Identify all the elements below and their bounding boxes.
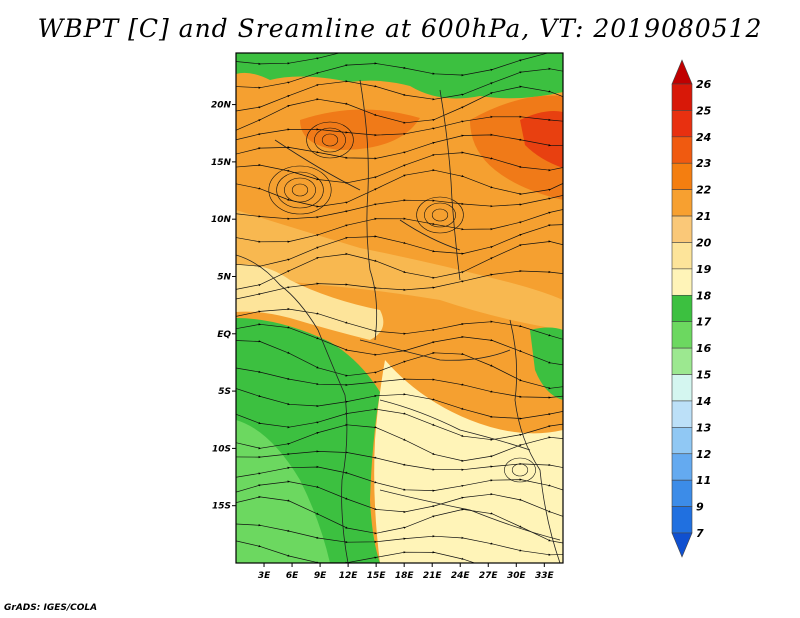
colorbar-label: 18 — [696, 289, 712, 302]
colorbar-label: 16 — [696, 342, 712, 355]
lon-tick-label: 12E — [339, 571, 359, 581]
colorbar-label: 26 — [696, 78, 712, 91]
colorbar-swatch — [671, 189, 693, 217]
lat-tick-label: 10N — [211, 215, 232, 225]
colorbar-label: 19 — [696, 263, 712, 276]
colorbar-swatch — [671, 453, 693, 481]
lat-tick-label: 15N — [211, 158, 232, 168]
colorbar-bottom-arrow — [671, 532, 693, 558]
colorbar-swatch — [671, 162, 693, 190]
colorbar-swatch — [671, 294, 693, 323]
colorbar-swatch — [671, 374, 693, 402]
colorbar-label: 22 — [696, 184, 712, 197]
streamline-vortex — [416, 196, 464, 234]
lat-tick-label: EQ — [217, 330, 231, 340]
streamline — [236, 423, 563, 462]
colorbar-swatch — [671, 321, 693, 349]
lon-tick-label: 24E — [451, 571, 471, 581]
streamline-vortex — [306, 121, 354, 159]
lon-tick-label: 3E — [258, 571, 271, 581]
map-axes: 20N 15N 10N 5N EQ 5S 10S 15S 3E 6E 9E 12E 15E 18E 21E 2… — [211, 101, 555, 581]
colorbar-label: 14 — [696, 395, 711, 408]
lon-tick-label: 9E — [314, 571, 327, 581]
lat-tick-label: 15S — [212, 502, 231, 512]
streamline-vortex — [268, 165, 332, 215]
colorbar-label: 7 — [696, 527, 704, 540]
streamline — [236, 269, 563, 300]
colorbar-label: 21 — [696, 210, 711, 223]
colorbar-label: 17 — [696, 316, 712, 329]
colorbar-top-arrow — [671, 59, 693, 85]
lat-tick-label: 20N — [211, 101, 232, 111]
lat-tick-label: 5N — [217, 272, 231, 282]
lon-tick-label: 30E — [507, 571, 527, 581]
streamline-vortex — [284, 177, 316, 203]
colorbar-swatch — [671, 110, 693, 138]
colorbar-label: 25 — [696, 104, 712, 117]
colorbar-label: 24 — [696, 131, 711, 144]
colorbar-swatch — [671, 215, 693, 243]
lon-tick-label: 21E — [423, 571, 443, 581]
colorbar-label: 12 — [696, 448, 712, 461]
lon-tick-label: 15E — [367, 571, 387, 581]
colorbar-label: 23 — [696, 157, 712, 170]
colorbar-swatch — [671, 479, 693, 507]
lon-tick-label: 33E — [535, 571, 555, 581]
streamline-vortex — [314, 127, 346, 153]
streamline-vortex — [504, 457, 536, 483]
streamline-vortex — [511, 463, 529, 477]
wbpt-field — [236, 53, 563, 563]
streamline-vortex — [321, 133, 339, 147]
colorbar-swatch — [671, 506, 693, 534]
streamline-vortex — [431, 208, 449, 222]
colorbar-swatch — [671, 347, 693, 375]
colorbar-label: 11 — [696, 474, 711, 487]
colorbar-swatch — [671, 242, 693, 270]
lon-tick-label: 27E — [479, 571, 499, 581]
lat-tick-label: 5S — [218, 387, 231, 397]
streamline-vortex — [424, 202, 456, 228]
grads-credit: GrADS: IGES/COLA — [4, 603, 98, 613]
colorbar-label: 13 — [696, 421, 712, 434]
colorbar-swatch — [671, 83, 693, 111]
streamlines — [236, 53, 563, 563]
colorbar: 26 25 24 23 22 21 20 19 18 17 16 15 14 13 12 11 9 7 — [671, 59, 712, 558]
streamline — [236, 540, 552, 563]
colorbar-swatch — [671, 400, 693, 428]
lat-tick-label: 10S — [212, 444, 231, 454]
streamline-vortex — [291, 183, 309, 197]
colorbar-label: 9 — [696, 501, 704, 514]
colorbar-swatch — [671, 268, 693, 296]
colorbar-label: 15 — [696, 369, 712, 382]
colorbar-swatch — [671, 136, 693, 164]
colorbar-label: 20 — [696, 236, 712, 249]
lon-tick-label: 18E — [395, 571, 415, 581]
country-borders — [236, 79, 561, 563]
streamline-vortex — [276, 171, 324, 209]
map-frame — [235, 52, 564, 564]
lon-tick-label: 6E — [286, 571, 299, 581]
map-title: WBPT [C] and Sreamline at 600hPa, VT: 20… — [37, 14, 763, 43]
colorbar-swatch — [671, 427, 693, 455]
